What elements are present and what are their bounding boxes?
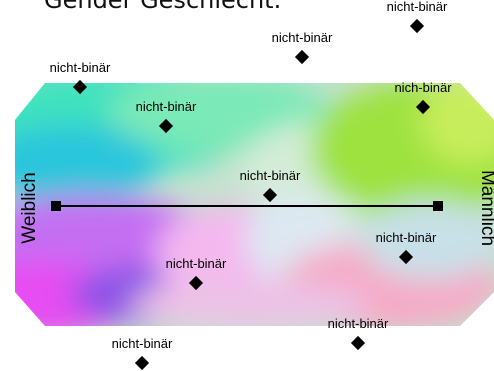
marker-label: nicht-binär	[271, 30, 333, 45]
marker-label: nicht-binär	[375, 230, 437, 245]
page-title: Gender Geschlecht.	[44, 0, 282, 14]
marker-label: nicht-binär	[327, 316, 389, 331]
marker-label: nich-binär	[394, 80, 452, 95]
marker-label: nicht-binär	[386, 0, 448, 14]
marker-label: nicht-binär	[135, 99, 197, 114]
marker-label: nicht-binär	[111, 336, 173, 351]
marker-label: nicht-binär	[239, 168, 301, 183]
right-endpoint-square-icon	[433, 201, 443, 211]
axis-label-weiblich: Weiblich	[19, 172, 40, 244]
axis-label-maennlich: Männlich	[477, 169, 494, 247]
marker-label: nicht-binär	[165, 256, 227, 271]
left-endpoint-square-icon	[51, 201, 61, 211]
marker-label: nicht-binär	[49, 60, 111, 75]
